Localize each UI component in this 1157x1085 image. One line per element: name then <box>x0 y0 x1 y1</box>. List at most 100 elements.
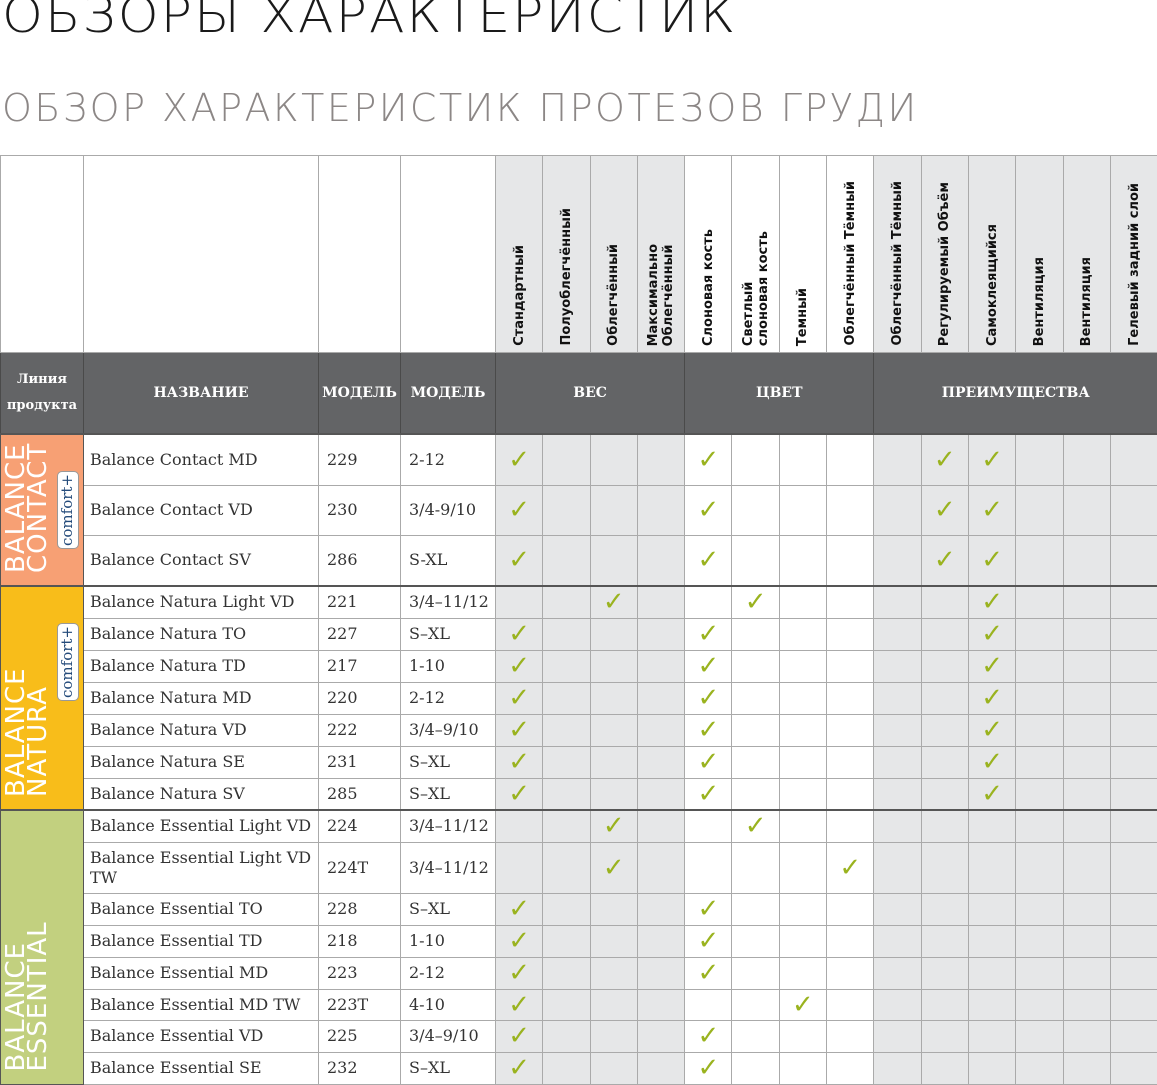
size-range: 4-10 <box>401 989 496 1020</box>
feature-cell <box>874 714 921 746</box>
feature-cell <box>1063 650 1110 682</box>
feature-cell <box>779 957 826 989</box>
checkmark-icon: ✓ <box>508 495 530 525</box>
model-number: 222 <box>319 714 401 746</box>
feature-cell: ✓ <box>921 485 968 535</box>
feature-cell <box>1063 485 1110 535</box>
product-name: Balance Essential SE <box>84 1052 319 1084</box>
feature-cell <box>732 485 779 535</box>
feature-cell <box>1110 485 1157 535</box>
feature-cell <box>590 957 637 989</box>
feature-cell <box>1016 434 1063 485</box>
feature-cell <box>637 586 684 618</box>
feature-column-header: Самоклеящийся <box>968 156 1015 353</box>
product-name: Balance Essential Light VD TW <box>84 842 319 893</box>
checkmark-icon: ✓ <box>697 1053 719 1083</box>
product-name: Balance Contact MD <box>84 434 319 485</box>
feature-column-label: Слоновая кость <box>701 223 716 352</box>
feature-cell <box>968 957 1015 989</box>
feature-cell <box>874 842 921 893</box>
model-number: 231 <box>319 746 401 778</box>
checkmark-icon: ✓ <box>508 651 530 681</box>
feature-cell: ✓ <box>685 957 732 989</box>
feature-column-header: Облегчённый Тёмный <box>874 156 921 353</box>
feature-cell <box>1063 893 1110 925</box>
feature-cell <box>874 682 921 714</box>
checkmark-icon: ✓ <box>508 926 530 956</box>
feature-cell <box>921 1052 968 1084</box>
feature-cell <box>827 925 874 957</box>
feature-column-label: Гелевый задний слой <box>1127 177 1142 352</box>
feature-cell <box>874 957 921 989</box>
feature-column-header: Темный <box>779 156 826 353</box>
size-range: 2-12 <box>401 434 496 485</box>
feature-cell: ✓ <box>685 746 732 778</box>
feature-cell: ✓ <box>968 746 1015 778</box>
feature-cell: ✓ <box>685 1052 732 1084</box>
feature-cell <box>827 535 874 586</box>
feature-cell: ✓ <box>779 989 826 1020</box>
feature-cell <box>921 682 968 714</box>
checkmark-icon: ✓ <box>603 853 625 883</box>
feature-cell <box>732 1020 779 1052</box>
feature-cell <box>827 1020 874 1052</box>
feature-cell <box>1110 746 1157 778</box>
feature-cell <box>874 535 921 586</box>
feature-cell <box>1063 957 1110 989</box>
size-range: S–XL <box>401 893 496 925</box>
feature-cell <box>827 650 874 682</box>
feature-cell <box>590 485 637 535</box>
feature-cell: ✓ <box>496 618 543 650</box>
product-name: Balance Essential MD TW <box>84 989 319 1020</box>
product-name: Balance Natura TD <box>84 650 319 682</box>
feature-cell <box>827 586 874 618</box>
feature-cell: ✓ <box>685 1020 732 1052</box>
feature-cell <box>496 842 543 893</box>
feature-cell: ✓ <box>968 434 1015 485</box>
feature-cell <box>1016 714 1063 746</box>
feature-cell <box>779 842 826 893</box>
feature-column-header: Стандартный <box>496 156 543 353</box>
feature-cell: ✓ <box>496 893 543 925</box>
feature-cell <box>637 485 684 535</box>
feature-cell <box>543 586 590 618</box>
feature-cell <box>921 842 968 893</box>
feature-cell <box>543 925 590 957</box>
product-name: Balance Essential TD <box>84 925 319 957</box>
feature-column-header: Облегчённый Тёмный <box>827 156 874 353</box>
checkmark-icon: ✓ <box>981 651 1003 681</box>
checkmark-icon: ✓ <box>697 926 719 956</box>
feature-cell <box>921 1020 968 1052</box>
checkmark-icon: ✓ <box>508 990 530 1020</box>
checkmark-icon: ✓ <box>697 545 719 575</box>
feature-cell: ✓ <box>685 650 732 682</box>
feature-cell <box>732 682 779 714</box>
feature-cell <box>874 989 921 1020</box>
product-name: Balance Contact SV <box>84 535 319 586</box>
feature-column-label: Вентиляция <box>1032 251 1047 352</box>
feature-cell: ✓ <box>496 1052 543 1084</box>
checkmark-icon: ✓ <box>981 683 1003 713</box>
feature-cell <box>1063 989 1110 1020</box>
feature-column-label: Полуоблегчённый <box>559 202 574 352</box>
feature-cell <box>1110 714 1157 746</box>
feature-cell <box>874 778 921 810</box>
feature-cell <box>827 682 874 714</box>
feature-cell <box>779 618 826 650</box>
feature-cell <box>874 586 921 618</box>
checkmark-icon: ✓ <box>839 853 861 883</box>
feature-cell <box>685 989 732 1020</box>
page-subtitle: ОБЗОР ХАРАКТЕРИСТИК ПРОТЕЗОВ ГРУДИ <box>2 86 919 130</box>
feature-cell <box>685 586 732 618</box>
feature-column-header: Максимально Облегчённый <box>637 156 684 353</box>
feature-cell: ✓ <box>968 586 1015 618</box>
checkmark-icon: ✓ <box>508 445 530 475</box>
checkmark-icon: ✓ <box>508 958 530 988</box>
feature-cell <box>732 618 779 650</box>
feature-cell: ✓ <box>968 618 1015 650</box>
checkmark-icon: ✓ <box>603 811 625 841</box>
product-name: Balance Essential Light VD <box>84 810 319 842</box>
